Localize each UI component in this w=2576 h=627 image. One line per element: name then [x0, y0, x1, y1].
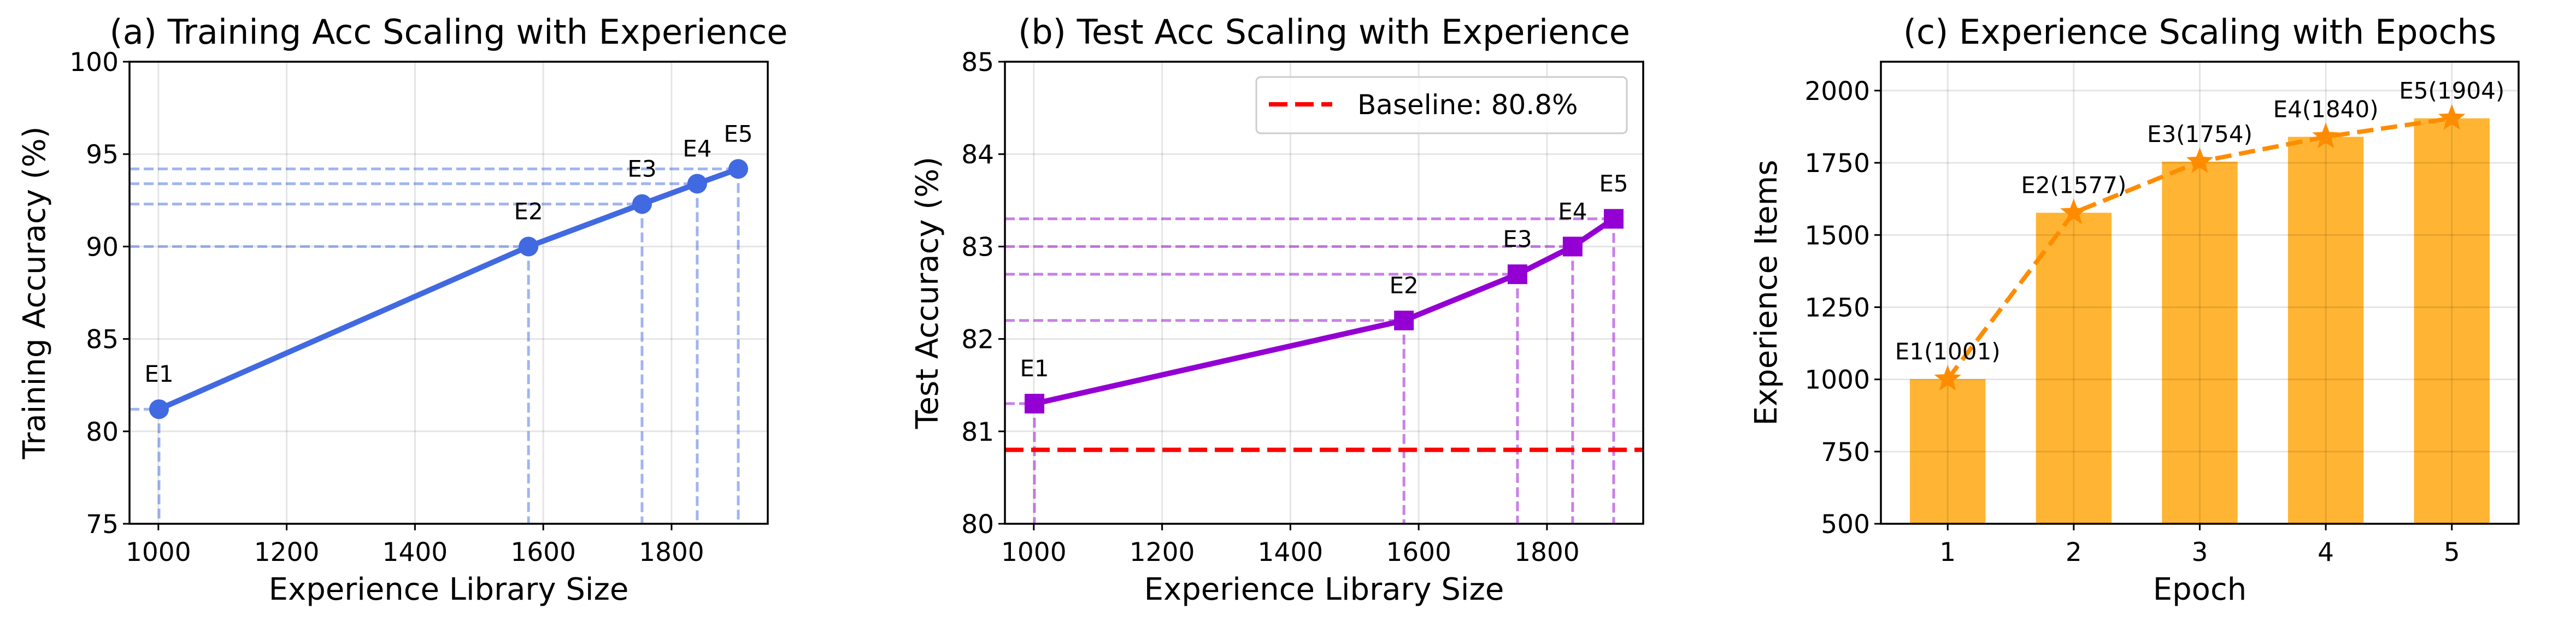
point-label: E1	[144, 360, 173, 387]
data-point	[519, 236, 539, 257]
point-label: E4	[1558, 198, 1587, 224]
x-tick-label: 4	[2318, 537, 2334, 567]
point-label: E2	[514, 198, 543, 224]
y-tick-label: 85	[961, 48, 994, 78]
grid	[130, 61, 768, 525]
data-point	[1604, 209, 1624, 229]
data-point	[1507, 264, 1527, 285]
y-tick-label: 1250	[1804, 293, 1870, 323]
y-tick-label: 84	[961, 140, 994, 170]
y-tick-label: 1000	[1804, 365, 1870, 395]
point-label: E3(1754)	[2147, 121, 2252, 147]
point-label: E5	[724, 120, 752, 147]
chart-title: (c) Experience Scaling with Epochs	[1903, 12, 2496, 52]
point-label: E4(1840)	[2273, 96, 2379, 122]
star-marker	[2438, 104, 2466, 130]
data-point	[149, 399, 169, 419]
point-label: E2(1577)	[2021, 172, 2126, 199]
y-tick-label: 80	[86, 417, 119, 447]
x-tick-label: 1400	[383, 537, 448, 567]
x-axis-label: Experience Library Size	[1144, 572, 1504, 607]
x-axis-label: Experience Library Size	[269, 572, 629, 607]
x-tick-label: 1	[1939, 537, 1956, 567]
data-point	[632, 194, 652, 214]
bar	[2162, 161, 2238, 524]
point-label: E4	[683, 135, 711, 162]
axes-frame	[128, 61, 769, 525]
x-axis-label: Epoch	[2153, 572, 2246, 607]
x-tick-label: 1000	[1001, 537, 1067, 567]
y-tick-label: 2000	[1804, 76, 1870, 107]
point-label: E5	[1599, 170, 1628, 197]
y-axis-label: Training Accuracy (%)	[17, 126, 52, 459]
y-tick-label: 90	[86, 232, 119, 262]
y-tick-label: 81	[961, 417, 994, 447]
y-tick-label: 83	[961, 232, 994, 262]
legend: Baseline: 80.8%	[1255, 76, 1628, 134]
x-tick-label: 3	[2192, 537, 2208, 567]
axes-frame	[1004, 61, 1644, 525]
x-tick-label: 5	[2444, 537, 2460, 567]
data-point	[1024, 394, 1044, 414]
chart-title: (a) Training Acc Scaling with Experience	[110, 12, 788, 52]
panel-c: E1(1001) E2(1577) E3(1754) E4(1840) E5(1904)…	[1749, 12, 2520, 607]
point-label: E3	[627, 156, 656, 182]
star-marker	[2060, 198, 2087, 224]
panel-b: E1 E2 E3 E4 E5 Baseline: 80.8% 1000 1200 1400 160…	[910, 12, 1644, 607]
bar	[2036, 212, 2112, 524]
y-tick-label: 1750	[1804, 149, 1870, 179]
y-tick-label: 82	[961, 325, 994, 355]
data-point	[728, 159, 749, 179]
data-point	[1562, 236, 1583, 257]
point-label: E2	[1390, 272, 1419, 299]
data-point	[687, 174, 707, 194]
y-axis-label: Test Accuracy (%)	[910, 157, 945, 429]
bar	[2414, 118, 2490, 524]
x-tick-label: 1000	[126, 537, 191, 567]
y-tick-label: 80	[961, 510, 994, 540]
point-label: E5(1904)	[2399, 78, 2504, 104]
data-point	[1394, 310, 1414, 330]
bar	[2287, 137, 2364, 524]
y-tick-label: 75	[86, 510, 119, 540]
legend-box	[1255, 76, 1628, 134]
point-label: E1	[1020, 355, 1049, 382]
x-tick-label: 1600	[1386, 537, 1451, 567]
x-tick-label: 1600	[510, 537, 576, 567]
x-tick-label: 1400	[1258, 537, 1324, 567]
x-tick-label: 1200	[1130, 537, 1195, 567]
x-tick-label: 1800	[1514, 537, 1580, 567]
point-label: E3	[1503, 226, 1532, 252]
star-marker	[2186, 147, 2214, 173]
x-tick-label: 2	[2066, 537, 2082, 567]
y-tick-label: 85	[86, 325, 119, 355]
y-tick-label: 750	[1821, 437, 1870, 468]
bar	[1910, 379, 1986, 524]
y-tick-label: 100	[69, 48, 119, 78]
star-marker	[1934, 365, 1961, 391]
chart-title: (b) Test Acc Scaling with Experience	[1018, 12, 1630, 52]
y-tick-label: 500	[1821, 510, 1870, 540]
panel-a: E1 E2 E3 E4 E5 1000 1200 1400 1600 1800 75 80 85 90 95…	[17, 12, 787, 607]
x-tick-label: 1800	[639, 537, 704, 567]
legend-label: Baseline: 80.8%	[1357, 89, 1578, 121]
x-tick-label: 1200	[254, 537, 320, 567]
y-tick-label: 95	[86, 140, 119, 170]
point-label: E1(1001)	[1895, 338, 2001, 365]
y-tick-label: 1500	[1804, 221, 1870, 251]
star-marker	[2312, 122, 2339, 149]
y-axis-label: Experience Items	[1749, 160, 1784, 426]
